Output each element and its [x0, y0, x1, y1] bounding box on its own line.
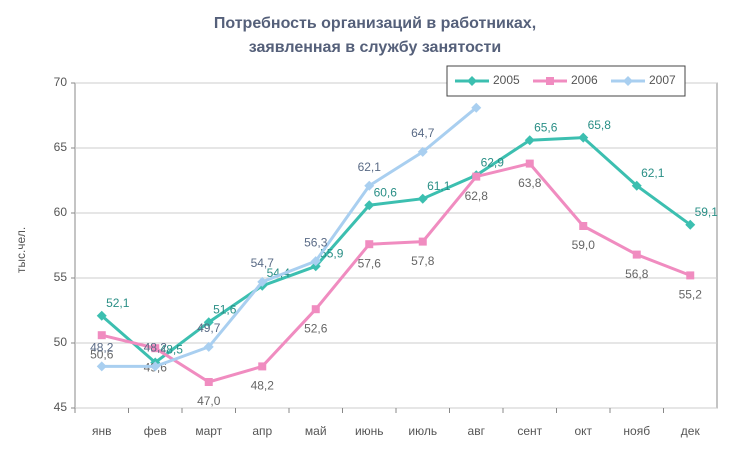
data-label: 48,2: [144, 341, 168, 355]
data-label: 57,8: [411, 254, 435, 268]
marker: [467, 76, 477, 86]
marker: [472, 172, 481, 181]
marker: [685, 219, 696, 230]
data-label: 63,8: [518, 176, 542, 190]
data-label: 60,6: [374, 185, 398, 199]
data-label: 55,9: [320, 246, 344, 260]
data-label: 50,6: [90, 347, 114, 361]
marker: [310, 261, 321, 272]
data-label: 62,9: [481, 155, 505, 169]
data-label: 62,8: [465, 189, 489, 203]
marker: [525, 159, 534, 168]
marker: [364, 180, 375, 191]
marker: [96, 310, 107, 321]
marker: [203, 341, 214, 352]
data-label: 64,7: [411, 126, 435, 140]
data-label: 54,7: [251, 256, 275, 270]
marker: [364, 200, 375, 211]
marker: [418, 237, 427, 246]
x-tick-label: авг: [468, 424, 486, 438]
x-tick-label: янв: [92, 424, 112, 438]
data-label: 56,8: [625, 267, 649, 281]
x-tick-label: сент: [517, 424, 542, 438]
marker: [417, 193, 428, 204]
marker: [579, 222, 588, 230]
marker: [96, 361, 107, 372]
y-tick-label: 60: [54, 205, 68, 219]
x-tick-label: дек: [681, 424, 701, 438]
data-label: 57,6: [358, 256, 382, 270]
legend-label: 2007: [649, 73, 676, 87]
marker: [471, 102, 482, 113]
data-label: 61,1: [427, 179, 451, 193]
data-label: 65,6: [534, 120, 558, 134]
marker: [204, 378, 213, 386]
marker: [310, 256, 321, 267]
marker: [524, 135, 535, 146]
series-line: [101, 106, 478, 368]
chart-title: Потребность организаций в работниках,: [214, 15, 536, 32]
marker: [151, 344, 160, 353]
y-tick-label: 70: [54, 75, 68, 89]
y-axis-label: тыс.чел.: [14, 227, 28, 273]
data-label: 48,2: [251, 379, 275, 393]
y-tick-label: 55: [54, 270, 68, 284]
x-tick-label: окт: [574, 424, 592, 438]
marker: [257, 276, 268, 287]
data-label: 51,6: [213, 302, 237, 316]
marker: [311, 305, 320, 314]
series-line: [101, 161, 691, 384]
x-tick-label: апр: [252, 424, 272, 438]
x-tick-label: март: [195, 424, 222, 438]
data-label: 56,3: [304, 235, 328, 249]
data-label: 49,7: [197, 321, 221, 335]
marker: [632, 250, 641, 259]
marker: [623, 76, 633, 86]
marker: [631, 180, 642, 191]
data-label: 52,1: [106, 296, 130, 310]
data-label: 65,8: [588, 118, 612, 132]
y-tick-label: 65: [54, 140, 68, 154]
marker: [150, 361, 161, 372]
data-label: 59,0: [572, 238, 596, 252]
data-label: 55,2: [679, 288, 703, 302]
marker: [258, 362, 267, 371]
x-tick-label: июнь: [355, 424, 384, 438]
y-tick-label: 50: [54, 335, 68, 349]
data-label: 62,1: [641, 166, 665, 180]
marker: [365, 240, 374, 249]
data-label: 48,2: [90, 341, 114, 355]
data-label: 62,1: [358, 160, 382, 174]
marker: [417, 146, 428, 157]
marker: [203, 317, 214, 328]
data-label: 47,0: [197, 394, 221, 408]
x-tick-label: май: [305, 424, 327, 438]
chart-title: заявленная в службу занятости: [249, 39, 501, 56]
x-tick-label: нояб: [623, 424, 650, 438]
series-line: [100, 136, 692, 365]
legend-label: 2006: [571, 73, 598, 87]
marker: [686, 271, 695, 280]
legend-label: 2005: [493, 73, 520, 87]
marker: [546, 77, 554, 85]
marker: [578, 132, 589, 143]
data-label: 52,6: [304, 321, 328, 335]
marker: [97, 331, 106, 340]
y-tick-label: 45: [54, 400, 68, 414]
data-label: 59,1: [695, 205, 719, 219]
x-tick-label: июль: [408, 424, 437, 438]
x-tick-label: фев: [144, 424, 167, 438]
